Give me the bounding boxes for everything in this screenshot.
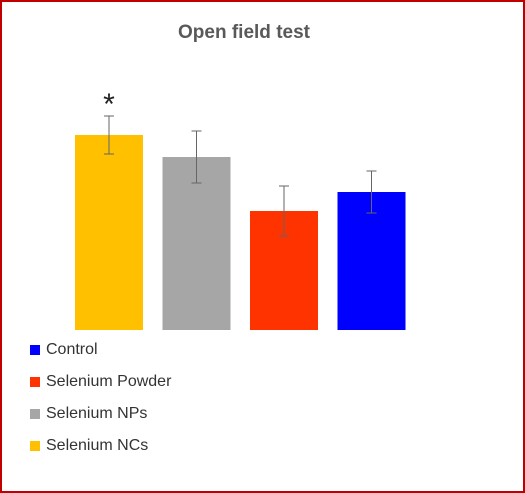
legend-label: Selenium Powder bbox=[46, 373, 172, 390]
bar bbox=[337, 192, 406, 330]
annotation: * bbox=[103, 88, 115, 121]
legend-label: Selenium NCs bbox=[46, 437, 148, 454]
bar bbox=[162, 157, 231, 330]
legend-swatch bbox=[30, 409, 40, 419]
chart-title: Open field test bbox=[178, 22, 311, 43]
legend-label: Selenium NPs bbox=[46, 405, 147, 422]
legend-swatch bbox=[30, 441, 40, 451]
legend-swatch bbox=[30, 345, 40, 355]
bar bbox=[75, 135, 143, 330]
legend-label: Control bbox=[46, 341, 98, 358]
legend-swatch bbox=[30, 377, 40, 387]
